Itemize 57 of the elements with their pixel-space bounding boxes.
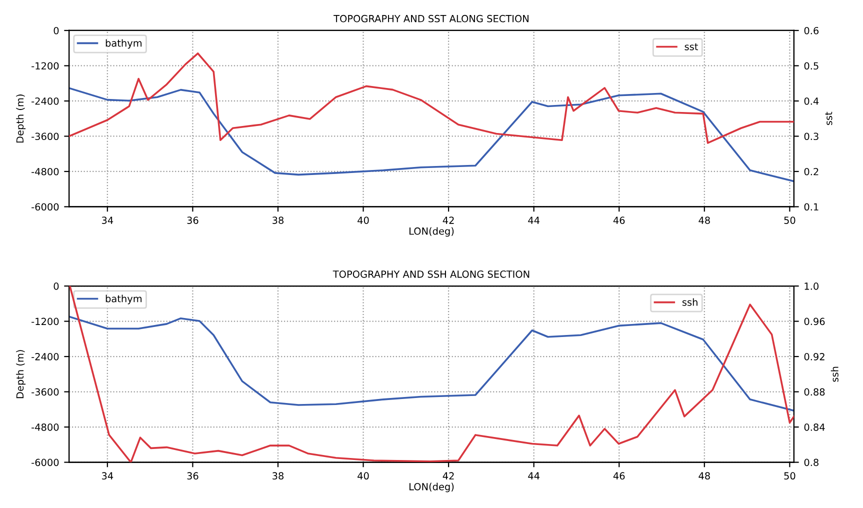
x-tick-label: 36 xyxy=(187,472,198,480)
y2-axis-title: sst xyxy=(825,112,832,126)
x-tick-label: 36 xyxy=(187,216,198,224)
x-tick-label: 48 xyxy=(698,472,710,480)
x-tick-label: 34 xyxy=(102,472,114,480)
x-tick-label: 44 xyxy=(528,472,540,480)
x-tick-label: 46 xyxy=(613,472,625,480)
y-tick-label: 0 xyxy=(54,26,59,34)
y2-tick-label: 0.1 xyxy=(804,203,818,211)
y-tick-label: -2400 xyxy=(32,353,59,360)
chart-title: TOPOGRAPHY AND SST ALONG SECTION xyxy=(334,14,528,22)
y2-tick-label: 0.92 xyxy=(804,353,824,360)
x-axis-title: LON(deg) xyxy=(410,227,454,237)
x-tick-label: 34 xyxy=(102,216,114,224)
x-tick-label: 50 xyxy=(784,472,796,480)
y-tick-label: -3600 xyxy=(32,388,59,396)
y2-axis-title: ssh xyxy=(830,366,838,382)
y2-tick-label: 0.5 xyxy=(804,62,818,70)
x-axis-title: LON(deg) xyxy=(410,482,454,492)
y2-tick-label: 0.88 xyxy=(804,388,825,396)
y-tick-label: -1200 xyxy=(32,62,59,70)
legend-label: bathym xyxy=(106,294,142,304)
line-series xyxy=(69,87,794,182)
y2-tick-label: 0.8 xyxy=(804,458,818,466)
y-tick-label: -4800 xyxy=(32,168,59,176)
x-tick-label: 38 xyxy=(272,216,284,224)
y2-tick-label: 0.2 xyxy=(804,168,818,176)
x-tick-label: 46 xyxy=(613,216,625,224)
y-tick-label: -3600 xyxy=(32,132,59,140)
x-tick-label: 42 xyxy=(442,472,454,480)
x-tick-label: 48 xyxy=(698,216,710,224)
y2-tick-label: 0.3 xyxy=(804,132,818,140)
line-series xyxy=(69,52,794,144)
y2-tick-label: 0.4 xyxy=(804,97,819,105)
y-tick-label: -4800 xyxy=(32,424,59,431)
y-axis-title: Depth (m) xyxy=(16,94,26,143)
y-tick-label: -6000 xyxy=(32,458,59,466)
x-tick-label: 44 xyxy=(528,216,540,224)
x-tick-label: 42 xyxy=(442,216,454,224)
y2-tick-label: 1.0 xyxy=(804,282,818,290)
y-tick-label: -2400 xyxy=(32,97,59,105)
legend-label: bathym xyxy=(106,39,142,49)
chart-title: TOPOGRAPHY AND SSH ALONG SECTION xyxy=(332,270,530,278)
x-tick-label: 38 xyxy=(272,472,284,480)
y2-tick-label: 0.84 xyxy=(804,424,825,431)
y-axis-title: Depth (m) xyxy=(16,350,26,398)
line-series xyxy=(69,316,794,412)
y2-tick-label: 0.6 xyxy=(804,26,819,34)
x-tick-label: 40 xyxy=(358,472,369,480)
x-tick-label: 40 xyxy=(358,216,369,224)
y-tick-label: 0 xyxy=(54,282,59,290)
legend-label: sst xyxy=(684,43,698,50)
y2-tick-label: 0.96 xyxy=(804,318,825,326)
legend-label: ssh xyxy=(682,298,698,306)
y-tick-label: -1200 xyxy=(32,318,59,326)
y-tick-label: -6000 xyxy=(32,203,59,211)
x-tick-label: 50 xyxy=(784,216,796,224)
